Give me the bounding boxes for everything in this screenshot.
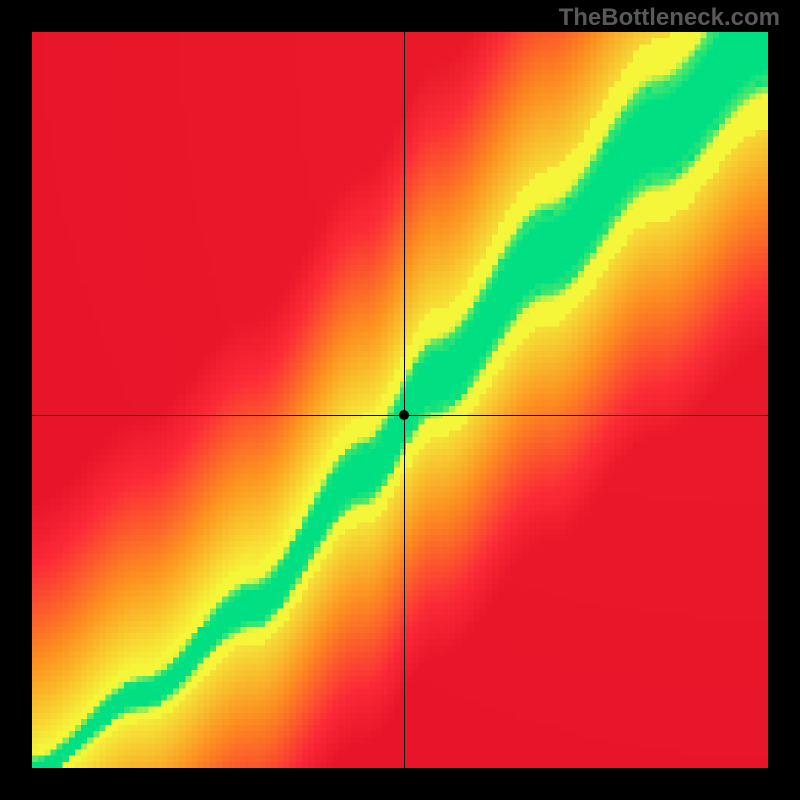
crosshair-vertical <box>404 32 405 768</box>
heatmap-canvas <box>32 32 768 768</box>
crosshair-point <box>399 410 409 420</box>
watermark-text: TheBottleneck.com <box>559 4 780 32</box>
chart-container: TheBottleneck.com <box>0 0 800 800</box>
plot-area <box>32 32 768 768</box>
